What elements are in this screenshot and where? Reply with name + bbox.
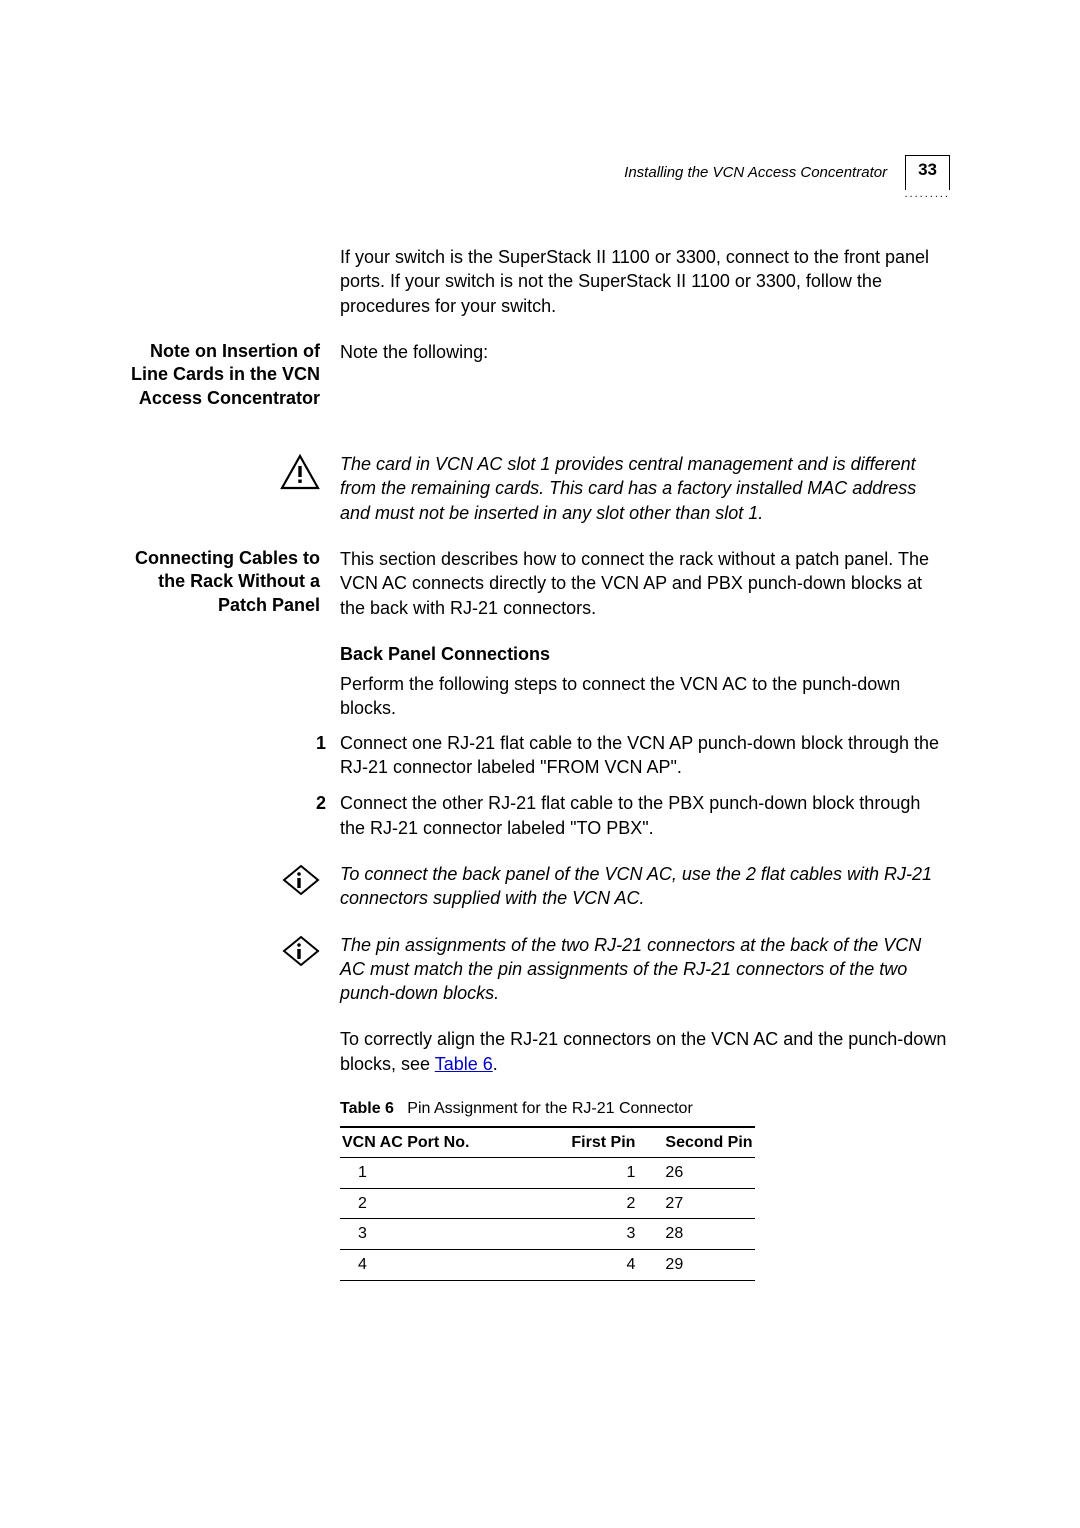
col-port: VCN AC Port No. xyxy=(340,1127,569,1158)
running-header: Installing the VCN Access Concentrator 3… xyxy=(624,155,950,200)
section-heading-note: Note on Insertion of Line Cards in the V… xyxy=(130,340,340,410)
caution-text: The card in VCN AC slot 1 provides centr… xyxy=(340,452,950,525)
step-number-2: 2 xyxy=(316,791,326,815)
table-row: 1 1 26 xyxy=(340,1158,755,1189)
table-row: 2 2 27 xyxy=(340,1188,755,1219)
col-first-pin: First Pin xyxy=(569,1127,663,1158)
caution-icon xyxy=(280,454,320,490)
align-suffix: . xyxy=(493,1054,498,1074)
table-label: Table 6 xyxy=(340,1100,394,1117)
info-note-2: The pin assignments of the two RJ-21 con… xyxy=(340,933,950,1006)
table-6-link[interactable]: Table 6 xyxy=(435,1054,493,1074)
align-prefix: To correctly align the RJ-21 connectors … xyxy=(340,1029,946,1073)
back-panel-para: Perform the following steps to connect t… xyxy=(340,672,950,721)
table-caption-text: Pin Assignment for the RJ-21 Connector xyxy=(407,1100,692,1117)
pin-assignment-table: VCN AC Port No. First Pin Second Pin 1 1… xyxy=(340,1126,755,1281)
align-paragraph: To correctly align the RJ-21 connectors … xyxy=(340,1027,950,1076)
table-row: 4 4 29 xyxy=(340,1249,755,1280)
note-lead: Note the following: xyxy=(340,340,950,364)
running-title: Installing the VCN Access Concentrator xyxy=(624,164,887,181)
col-second-pin: Second Pin xyxy=(663,1127,754,1158)
info-icon xyxy=(282,864,320,896)
caution-icon-col xyxy=(130,452,340,490)
table-header-row: VCN AC Port No. First Pin Second Pin xyxy=(340,1127,755,1158)
info-icon xyxy=(282,935,320,967)
header-dots: ......... xyxy=(624,188,950,200)
section-heading-connect: Connecting Cables to the Rack Without a … xyxy=(130,547,340,617)
page-number: 33 xyxy=(905,155,950,190)
table-row: 3 3 28 xyxy=(340,1219,755,1250)
intro-paragraph: If your switch is the SuperStack II 1100… xyxy=(340,245,950,318)
info-note-1: To connect the back panel of the VCN AC,… xyxy=(340,862,950,911)
back-panel-subhead: Back Panel Connections xyxy=(340,642,950,666)
table-caption: Table 6 Pin Assignment for the RJ-21 Con… xyxy=(340,1098,950,1120)
step-number-1: 1 xyxy=(316,731,326,755)
connect-para: This section describes how to connect th… xyxy=(340,547,950,620)
step-1-text: Connect one RJ-21 flat cable to the VCN … xyxy=(340,731,950,780)
step-2-text: Connect the other RJ-21 flat cable to th… xyxy=(340,791,950,840)
